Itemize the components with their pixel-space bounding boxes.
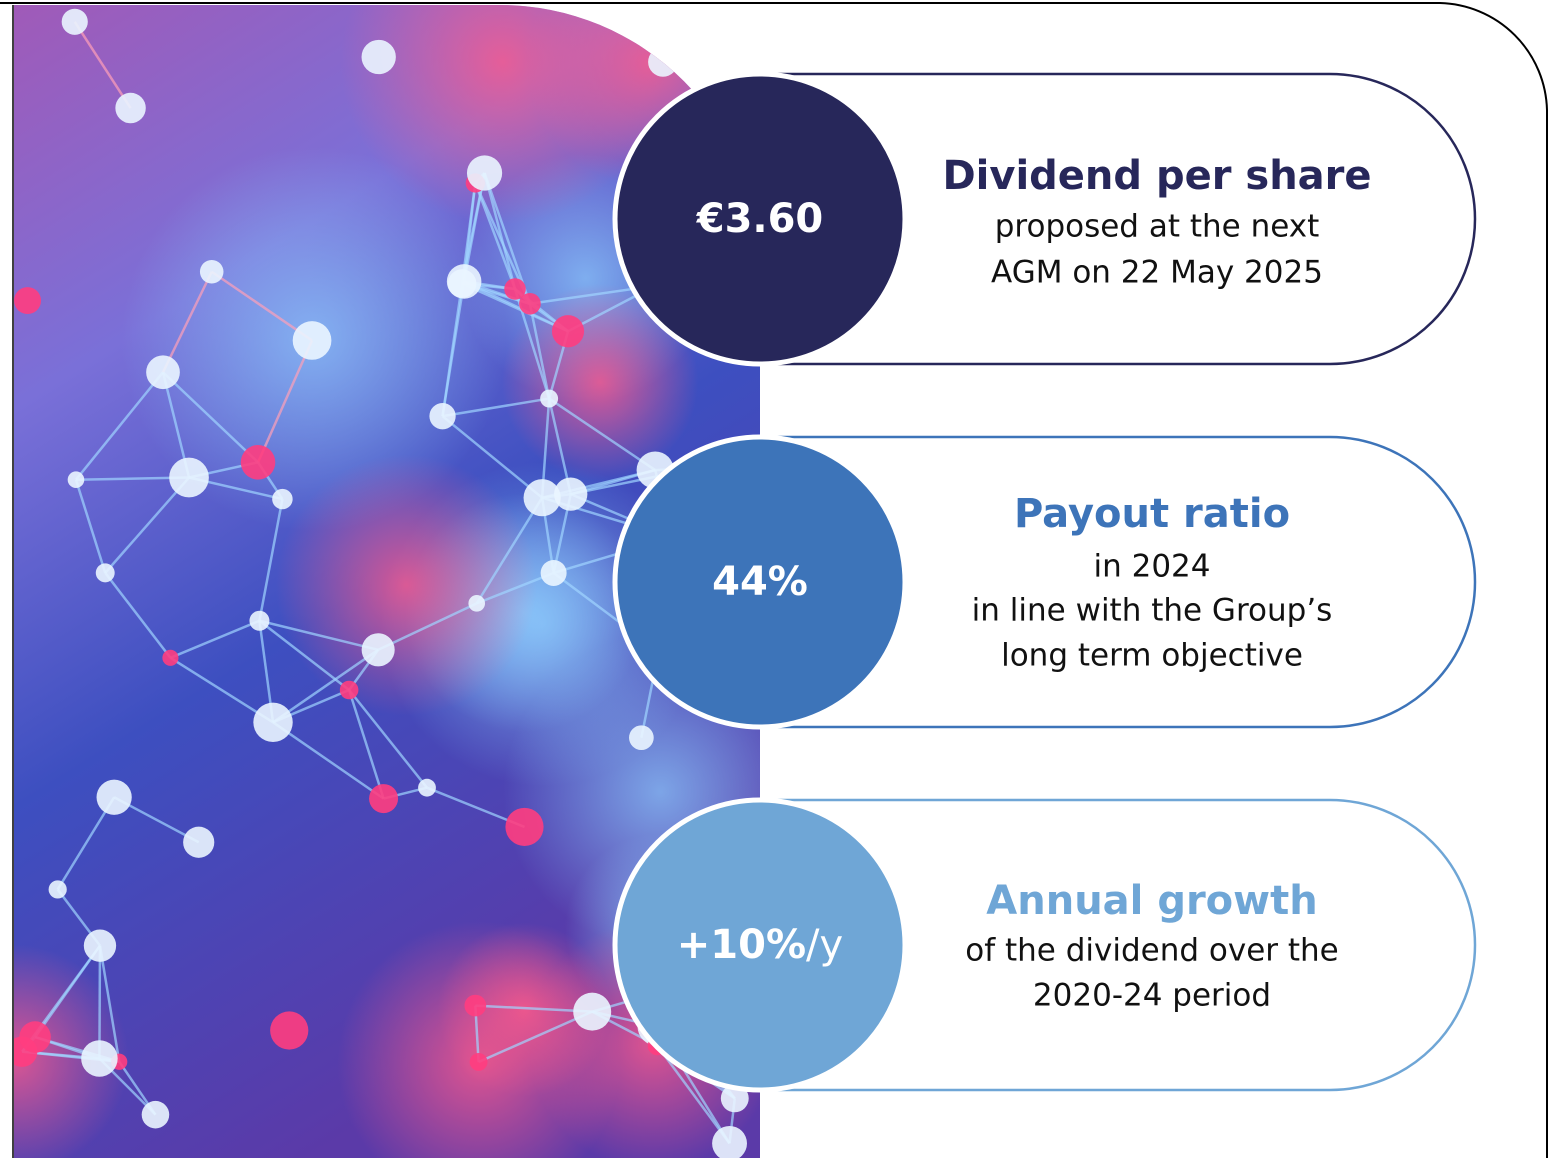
decoration — [68, 471, 85, 488]
decoration — [447, 264, 482, 299]
decoration — [540, 390, 558, 408]
decoration — [241, 445, 276, 480]
decoration — [629, 725, 654, 750]
decoration — [464, 995, 486, 1017]
card: +10%/y Annual growth of the dividend ove… — [615, 800, 1475, 1090]
decoration — [115, 93, 145, 123]
decoration — [183, 827, 214, 858]
decoration — [468, 595, 485, 612]
card: 44% Payout ratio in 2024 in line with th… — [615, 437, 1475, 727]
decoration — [162, 650, 178, 666]
card-line: in line with the Group’s — [972, 593, 1333, 629]
decoration — [648, 47, 678, 77]
card-line: in 2024 — [1093, 549, 1210, 585]
decoration — [62, 9, 88, 35]
decoration — [524, 479, 561, 516]
decoration — [467, 155, 502, 190]
card-value: 44% — [712, 559, 808, 605]
decoration — [573, 993, 611, 1031]
decoration — [504, 278, 526, 300]
decoration — [362, 40, 396, 74]
decoration — [270, 1011, 308, 1049]
card-line: of the dividend over the — [965, 933, 1339, 969]
decoration — [293, 321, 332, 360]
card-title: Annual growth — [986, 878, 1317, 924]
decoration — [19, 1021, 51, 1053]
decoration — [84, 930, 116, 962]
decoration — [96, 563, 115, 582]
card-line: long term objective — [1001, 638, 1303, 674]
card-line: proposed at the next — [995, 209, 1320, 245]
decoration — [249, 611, 269, 631]
card-value: €3.60 — [696, 196, 824, 242]
decoration — [362, 633, 395, 666]
decoration — [81, 1040, 118, 1077]
value: +10% — [677, 922, 806, 968]
value-suffix: /y — [806, 922, 843, 968]
decoration — [470, 1053, 488, 1071]
decoration — [505, 808, 543, 846]
decoration — [541, 560, 567, 586]
decoration — [340, 681, 359, 700]
card: €3.60 Dividend per share proposed at the… — [615, 74, 1475, 364]
decoration — [169, 458, 209, 498]
decoration — [429, 403, 455, 429]
decoration — [276, 455, 537, 716]
decoration — [552, 315, 584, 347]
decoration — [272, 489, 292, 509]
decoration — [97, 780, 132, 815]
decoration — [253, 703, 292, 742]
card-line: AGM on 22 May 2025 — [991, 255, 1323, 291]
decoration — [146, 355, 180, 389]
card-line: 2020-24 period — [1033, 978, 1271, 1014]
decoration — [369, 784, 398, 813]
decoration — [14, 287, 41, 314]
decoration — [200, 260, 224, 284]
card-value: +10%/y — [677, 922, 843, 968]
decoration — [142, 1101, 170, 1129]
card-title: Dividend per share — [942, 153, 1371, 199]
decoration — [49, 880, 67, 898]
card-title: Payout ratio — [1014, 491, 1290, 537]
infographic: €3.60 Dividend per share proposed at the… — [0, 0, 1557, 1158]
decoration — [418, 779, 436, 797]
